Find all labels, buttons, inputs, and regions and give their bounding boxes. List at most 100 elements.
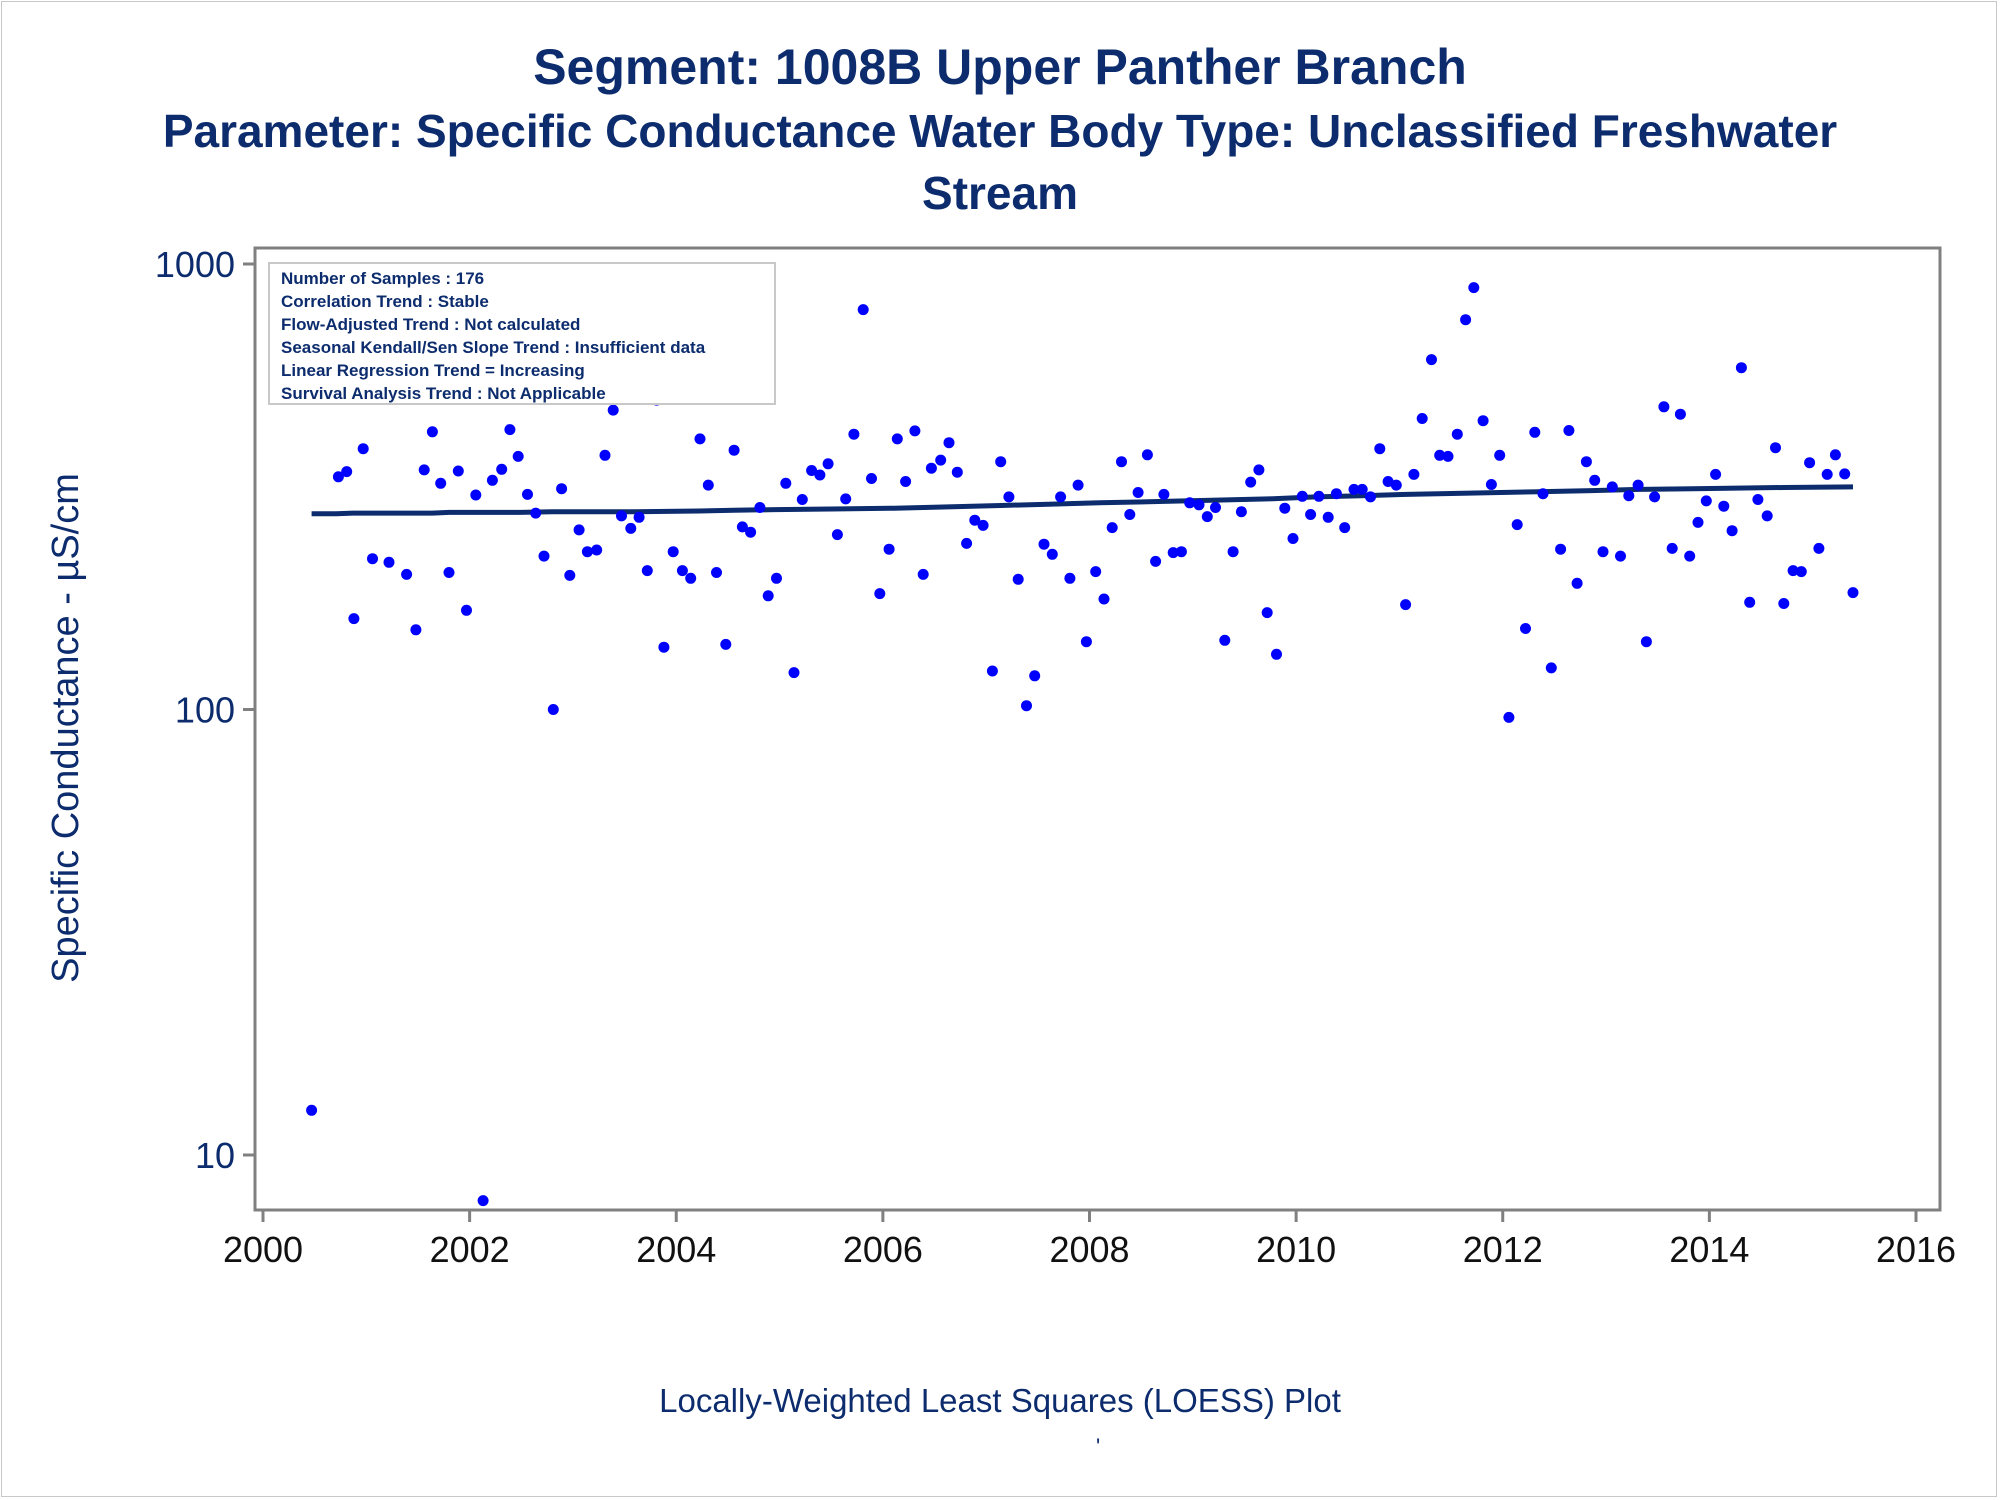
data-point — [1055, 491, 1067, 503]
data-point — [1348, 483, 1360, 495]
data-point — [1674, 408, 1686, 420]
data-point — [1098, 593, 1110, 605]
data-point — [822, 458, 834, 470]
data-point — [728, 444, 740, 456]
data-point — [961, 537, 973, 549]
data-point — [917, 568, 929, 580]
data-point — [694, 433, 706, 445]
data-point — [1235, 506, 1247, 518]
data-point — [1227, 546, 1239, 558]
data-point — [1494, 449, 1506, 461]
loess-trend-layer — [311, 484, 1854, 517]
data-point — [1640, 636, 1652, 648]
data-point — [1064, 572, 1076, 584]
data-point — [1271, 648, 1282, 660]
data-point — [1468, 282, 1480, 294]
data-point — [711, 567, 722, 578]
data-point — [1839, 468, 1851, 480]
data-point — [1692, 516, 1704, 528]
data-point — [986, 665, 998, 677]
data-point — [470, 489, 482, 501]
data-point — [1623, 490, 1635, 502]
data-point — [1804, 457, 1816, 469]
data-point — [951, 466, 963, 478]
x-tick-label-2002: 2002 — [430, 1229, 510, 1270]
data-point — [1287, 533, 1299, 544]
x-axis: 2000 2002 2004 2006 2008 2010 2012 2014 2016 — [223, 1210, 1956, 1270]
data-point — [1029, 670, 1041, 682]
data-point — [306, 1104, 318, 1116]
data-point — [866, 473, 877, 484]
data-point — [1726, 525, 1738, 537]
data-point — [1434, 449, 1446, 461]
data-point — [1426, 354, 1437, 366]
data-point — [1219, 634, 1231, 646]
data-points-layer — [306, 282, 1859, 1207]
data-point — [1116, 456, 1127, 468]
data-point — [745, 526, 757, 538]
data-point — [538, 550, 550, 562]
data-point — [658, 641, 670, 653]
data-point — [1141, 449, 1153, 461]
data-point — [573, 524, 585, 536]
data-point — [1374, 443, 1386, 455]
data-point — [1606, 481, 1618, 493]
data-point — [1158, 488, 1170, 500]
data-point — [1012, 573, 1024, 585]
data-point — [1649, 491, 1661, 503]
data-point — [771, 572, 782, 584]
data-point — [1210, 502, 1221, 513]
x-tick-label-2000: 2000 — [223, 1229, 303, 1270]
data-point — [1305, 509, 1317, 520]
data-point — [1485, 479, 1497, 490]
data-point — [504, 424, 516, 436]
data-point — [410, 624, 422, 636]
data-point — [547, 704, 559, 715]
data-point — [1400, 599, 1412, 611]
info-line-seasonal-kendall: Seasonal Kendall/Sen Slope Trend : Insuf… — [281, 338, 706, 357]
data-point — [1184, 497, 1196, 509]
data-point — [1365, 491, 1376, 503]
data-point — [736, 521, 748, 533]
data-point — [1106, 522, 1118, 534]
data-point — [461, 604, 472, 616]
data-point — [1150, 555, 1162, 567]
chart-subtitle: Parameter: Specific Conductance Water Bo… — [162, 105, 1838, 157]
data-point — [676, 565, 688, 577]
data-point — [1003, 491, 1015, 503]
data-point — [1390, 479, 1402, 491]
data-point — [1460, 314, 1472, 326]
data-point — [995, 456, 1007, 468]
data-point — [1632, 479, 1644, 491]
data-point — [780, 477, 792, 489]
statistics-info-box: Number of Samples : 176 Correlation Tren… — [268, 262, 776, 405]
chart-title: Segment: 1008B Upper Panther Branch — [533, 39, 1467, 95]
data-point — [1245, 476, 1257, 488]
data-point — [599, 449, 611, 461]
data-point — [1080, 636, 1092, 648]
data-point — [486, 474, 498, 486]
data-point — [1571, 577, 1583, 589]
info-line-samples: Number of Samples : 176 — [281, 269, 484, 288]
data-point — [840, 493, 852, 505]
x-tick-label-2016: 2016 — [1876, 1229, 1956, 1270]
data-point — [891, 433, 903, 445]
x-tick-label-2004: 2004 — [636, 1229, 716, 1270]
x-tick-label-2010: 2010 — [1256, 1229, 1336, 1270]
chart-subtitle-continued: Stream — [922, 167, 1078, 219]
data-point — [1313, 490, 1325, 502]
data-point — [512, 450, 524, 462]
plot-area-frame — [253, 246, 1942, 1212]
data-point — [348, 613, 360, 625]
data-point — [1451, 428, 1463, 440]
data-point — [607, 404, 619, 416]
data-point — [1710, 468, 1722, 480]
data-point — [625, 522, 637, 534]
data-point — [1563, 425, 1575, 436]
data-point — [1770, 442, 1781, 454]
data-point — [1700, 495, 1712, 507]
data-point — [1658, 401, 1670, 413]
data-point — [452, 465, 464, 477]
x-tick-label-2006: 2006 — [843, 1229, 923, 1270]
